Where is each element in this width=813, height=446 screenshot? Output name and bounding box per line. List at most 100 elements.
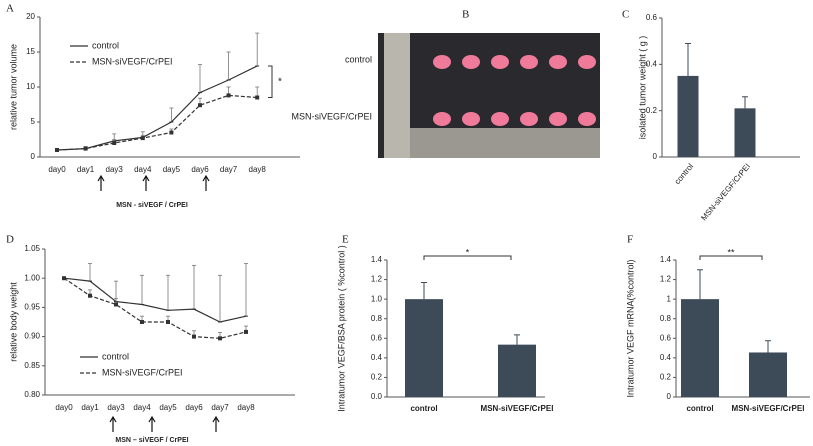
significance-bracket	[423, 255, 512, 260]
point	[112, 141, 117, 145]
x-tick-label: day0	[55, 403, 73, 412]
tumor	[433, 112, 451, 126]
y-tick-label: 0.80	[24, 390, 40, 399]
series-line	[63, 277, 247, 339]
series-line	[56, 65, 258, 151]
x-tick-label: control	[673, 162, 695, 186]
point	[226, 93, 231, 98]
point	[140, 320, 144, 324]
x-tick-label: MSN-siVEGF/CrPEI	[732, 404, 805, 413]
point	[83, 146, 88, 151]
significance-bracket	[268, 65, 273, 98]
y-tick-label: 1.00	[24, 273, 40, 282]
legend-label: MSN-siVEGF/CrPEI	[92, 56, 173, 66]
series-line	[63, 277, 247, 323]
x-tick-label: control	[686, 404, 713, 413]
tumor	[462, 55, 480, 69]
bar	[677, 75, 699, 157]
ruler	[410, 128, 600, 158]
y-tick-label: 0.8	[660, 314, 672, 323]
x-tick-label: day5	[159, 403, 177, 412]
x-tick-label: day1	[81, 403, 99, 412]
treatment-label: MSN – siVEGF / CrPEI	[115, 437, 188, 444]
x-tick-label: day8	[249, 165, 267, 174]
y-tick-label: 0.4	[646, 59, 658, 68]
y-tick-label: 10	[26, 82, 35, 91]
panel-label: B	[462, 9, 469, 21]
y-tick-label: 1.4	[660, 255, 672, 264]
x-tick-label: day0	[48, 165, 66, 174]
legend-label: control	[92, 40, 119, 50]
x-tick-label: day6	[191, 165, 209, 174]
tumor	[549, 55, 567, 69]
point	[140, 136, 145, 141]
panel-label: A	[6, 3, 14, 15]
tumor	[491, 112, 509, 126]
tumor	[491, 55, 509, 69]
x-tick-label: day8	[237, 403, 255, 412]
point	[255, 95, 260, 100]
x-tick-label: day3	[107, 403, 125, 412]
y-tick-label: 1.4	[371, 255, 383, 264]
point	[114, 302, 118, 307]
y-tick-label: 1.05	[24, 244, 40, 253]
point	[62, 276, 66, 281]
panel-label: E	[342, 234, 349, 246]
y-tick-label: 1	[667, 294, 672, 303]
tumor	[520, 112, 538, 126]
y-tick-label: 0.8	[371, 314, 383, 323]
point	[198, 103, 202, 108]
x-tick-label: day4	[134, 165, 152, 174]
x-tick-label: day6	[185, 403, 203, 412]
y-tick-label: 1.2	[371, 275, 383, 284]
point	[55, 148, 59, 152]
treatment-label: MSN - siVEGF / CrPEI	[116, 202, 188, 209]
row-label: control	[345, 54, 372, 64]
y-tick-label: 0.2	[660, 373, 672, 382]
y-tick-label: 0.85	[24, 361, 40, 370]
ruler	[384, 33, 410, 158]
legend-label: MSN-siVEGF/CrPEI	[102, 367, 183, 377]
y-tick-label: 0.95	[24, 303, 40, 312]
panel-label: C	[622, 9, 629, 21]
point	[218, 336, 222, 341]
y-tick-label: 0	[653, 152, 658, 161]
x-tick-label: day4	[133, 403, 151, 412]
point	[244, 329, 248, 334]
significance-label: *	[466, 247, 470, 257]
point	[169, 130, 174, 135]
arrow-head	[142, 174, 150, 182]
point	[166, 320, 170, 324]
y-tick-label: 0.6	[660, 333, 672, 342]
y-axis-label: Intratumor VEGF/BSA protein ( %control )	[336, 245, 346, 412]
arrow-head	[202, 174, 210, 182]
y-axis-label: isolated tumor weight ( g )	[637, 36, 647, 140]
x-tick-label: day7	[220, 165, 238, 174]
y-tick-label: 0.4	[371, 353, 383, 362]
y-tick-label: 0	[31, 152, 36, 161]
bar	[498, 344, 536, 397]
y-tick-label: 0.6	[371, 333, 383, 342]
significance-label: *	[278, 76, 282, 87]
y-tick-label: 0.2	[646, 106, 658, 115]
y-axis-label: relative body weight	[8, 282, 18, 362]
y-tick-label: 1.0	[371, 294, 383, 303]
arrow-head	[97, 174, 105, 182]
y-axis-label: relative tumor volume	[8, 44, 18, 130]
bar	[749, 352, 787, 397]
tumor	[549, 112, 567, 126]
x-tick-label: MSN-siVEGF/CrPEI	[699, 162, 752, 223]
y-axis-label: Intratumor VEGF mRNA(%control)	[625, 259, 635, 397]
tumor	[520, 55, 538, 69]
row-label: MSN-siVEGF/CrPEI	[291, 111, 372, 121]
y-tick-label: 0.4	[660, 353, 672, 362]
bar	[405, 299, 443, 397]
x-tick-label: control	[410, 404, 437, 413]
y-tick-label: 0.90	[24, 332, 40, 341]
x-tick-label: day3	[106, 165, 124, 174]
y-tick-label: 0.6	[646, 13, 658, 22]
legend-label: control	[102, 351, 129, 361]
arrow-head	[109, 415, 117, 423]
panel-label: F	[627, 234, 633, 246]
